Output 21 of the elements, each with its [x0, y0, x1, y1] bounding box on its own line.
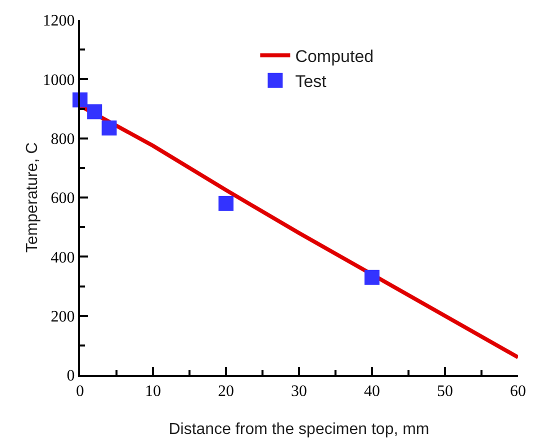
- y-tick-label: 200: [50, 308, 75, 326]
- point: [87, 104, 102, 120]
- x-tick-label: 20: [218, 383, 234, 400]
- x-tick-label: 40: [364, 383, 380, 400]
- legend-label: Computed: [295, 46, 374, 66]
- point: [218, 196, 234, 211]
- y-tick-label: 1200: [42, 12, 75, 30]
- y-tick-label: 800: [50, 130, 75, 148]
- x-tick-label: 50: [437, 383, 453, 400]
- y-tick-label: 600: [50, 190, 75, 208]
- y-tick-label: 400: [50, 249, 75, 266]
- y-axis-title: Temperature, C: [24, 142, 41, 253]
- x-tick-label: 10: [145, 383, 161, 400]
- point: [102, 120, 117, 136]
- y-tick-label: 0: [66, 368, 75, 385]
- x-tick-label: 30: [291, 383, 307, 400]
- x-tick-label: 60: [510, 383, 526, 400]
- y-tick-label: 1000: [42, 72, 75, 89]
- x-axis-title: Distance from the specimen top, mm: [168, 421, 430, 438]
- point: [364, 270, 380, 285]
- legend-label: Test: [295, 72, 327, 92]
